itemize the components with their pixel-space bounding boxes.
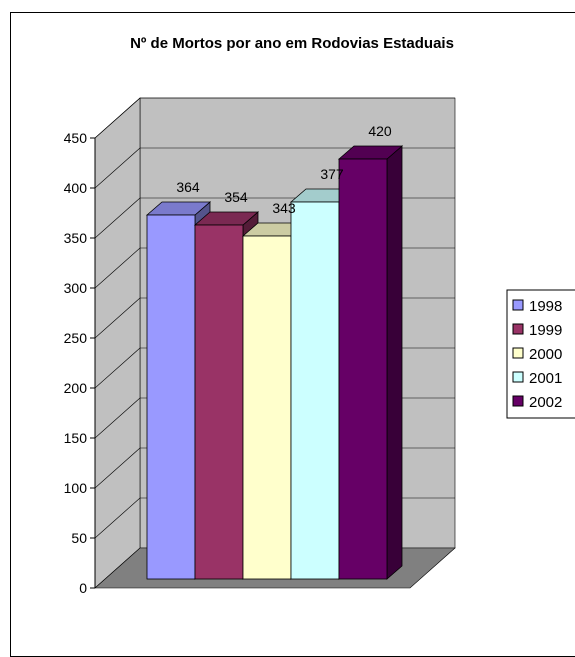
data-label-1998: 364 <box>176 179 200 195</box>
gridline-side <box>94 447 141 489</box>
legend-label-1998: 1998 <box>529 298 562 315</box>
data-label-1999: 354 <box>224 189 248 205</box>
legend-label-2000: 2000 <box>529 346 562 363</box>
legend: 1998 1999 2000 2001 2002 <box>506 289 575 419</box>
legend-swatch-1998 <box>512 299 524 311</box>
data-label-2000: 343 <box>272 200 296 216</box>
gridline-side <box>94 97 141 139</box>
data-label-2002: 420 <box>368 123 392 139</box>
data-labels: 364 354 343 377 420 <box>176 123 392 216</box>
chart-title: Nº de Mortos por ano em Rodovias Estadua… <box>130 35 454 52</box>
bar-front-1999 <box>194 224 244 580</box>
y-tick-label: 350 <box>64 230 88 246</box>
legend-label-2002: 2002 <box>529 394 562 411</box>
bar-side-2002 <box>386 145 403 580</box>
y-tick-label: 0 <box>79 580 87 596</box>
y-tick-label: 250 <box>64 330 88 346</box>
y-tick-label: 450 <box>64 130 88 146</box>
legend-swatch-2000 <box>512 347 524 359</box>
bar-front-2000 <box>242 235 292 580</box>
legend-swatch-2001 <box>512 371 524 383</box>
data-label-2001: 377 <box>320 166 344 182</box>
gridline-side <box>94 347 141 389</box>
bar-front-2002 <box>338 158 388 580</box>
gridline-side <box>94 297 141 339</box>
y-tick-label: 50 <box>71 530 87 546</box>
legend-label-2001: 2001 <box>529 370 562 387</box>
gridline-side <box>94 147 141 189</box>
legend-swatch-1999 <box>512 323 524 335</box>
side-wall <box>94 97 141 589</box>
y-tick-label: 200 <box>64 380 88 396</box>
bar-2002 <box>337 145 404 580</box>
gridline-side <box>94 197 141 239</box>
legend-label-1999: 1999 <box>529 322 562 339</box>
gridline-side <box>94 247 141 289</box>
y-axis: 0 50 100 150 200 250 300 350 400 450 <box>64 130 96 596</box>
y-tick-label: 300 <box>64 280 88 296</box>
bar-front-1998 <box>146 214 196 580</box>
gridline-side <box>94 397 141 439</box>
y-tick-label: 400 <box>64 180 88 196</box>
legend-swatch-2002 <box>512 395 524 407</box>
y-tick-label: 100 <box>64 480 88 496</box>
bar-front-2001 <box>290 201 340 580</box>
gridline-side <box>94 497 141 539</box>
bars <box>145 145 404 580</box>
y-tick-label: 150 <box>64 430 88 446</box>
